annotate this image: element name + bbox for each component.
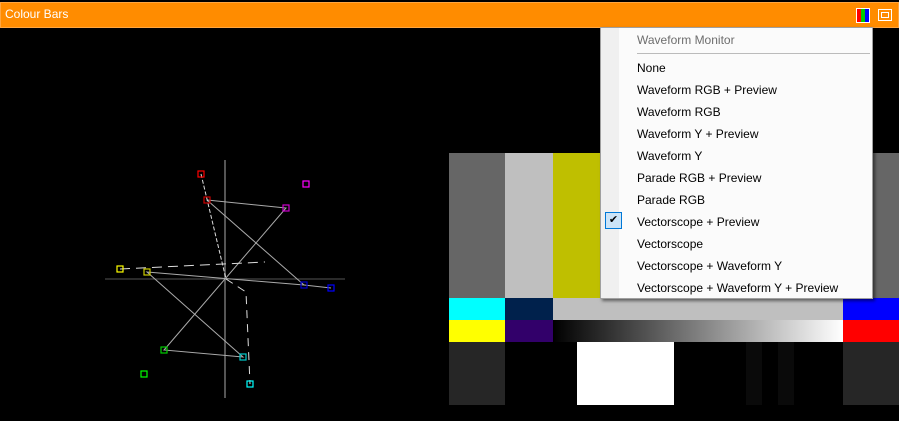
- row3-purple: [505, 320, 553, 342]
- menu-item-parade-rgb[interactable]: Parade RGB: [637, 193, 706, 207]
- bar-grey: [449, 153, 505, 298]
- row3-yellow: [449, 320, 505, 342]
- row2-blue: [843, 298, 899, 320]
- pluge-2: [778, 342, 794, 405]
- vectorscope-trace: [119, 173, 332, 385]
- menu-item-none[interactable]: None: [637, 61, 666, 75]
- menu-separator: [637, 53, 870, 54]
- target-cyan: [239, 353, 247, 361]
- row2-cyan: [449, 298, 505, 320]
- target-green-outer: [140, 370, 148, 378]
- menu-item-waveform-rgb-preview[interactable]: Waveform RGB + Preview: [637, 83, 777, 97]
- target-red: [203, 196, 211, 204]
- target-cyan-outer: [246, 380, 254, 388]
- menu-item-waveform-y[interactable]: Waveform Y: [637, 149, 703, 163]
- window-mode-icon[interactable]: [878, 9, 892, 21]
- panel-title: Colour Bars: [5, 7, 69, 21]
- menu-item-vectorscope[interactable]: Vectorscope: [637, 237, 704, 251]
- row2-grey: [553, 298, 843, 320]
- bar-yellow: [553, 153, 601, 298]
- vectorscope: [105, 160, 345, 398]
- row4-darkgrey: [449, 342, 505, 405]
- target-blue-outer: [327, 284, 335, 292]
- menu-item-waveform-rgb[interactable]: Waveform RGB: [637, 105, 721, 119]
- menu-item-vectorscope-waveform-y[interactable]: Vectorscope + Waveform Y: [637, 259, 783, 273]
- waveform-monitor-menu: Waveform Monitor None Waveform RGB + Pre…: [600, 27, 873, 299]
- target-magenta-outer: [302, 180, 310, 188]
- row4-white: [577, 342, 674, 405]
- vectorscope-targets: [116, 170, 335, 388]
- target-magenta: [282, 204, 290, 212]
- rgb-channels-icon[interactable]: [856, 8, 870, 23]
- menu-item-waveform-y-preview[interactable]: Waveform Y + Preview: [637, 127, 759, 141]
- row3-ramp: [553, 320, 843, 342]
- target-blue: [300, 281, 308, 289]
- menu-item-parade-rgb-preview[interactable]: Parade RGB + Preview: [637, 171, 762, 185]
- bar-white: [505, 153, 553, 298]
- menu-item-vectorscope-preview[interactable]: Vectorscope + Preview: [637, 215, 760, 229]
- target-yellow: [143, 268, 151, 276]
- target-green: [160, 346, 168, 354]
- target-yellow-outer: [116, 265, 124, 273]
- row4-darkgrey-right: [843, 342, 899, 405]
- menu-title: Waveform Monitor: [637, 33, 735, 47]
- target-red-outer: [197, 170, 205, 178]
- menu-gutter: [601, 28, 619, 298]
- checkmark-icon: ✔: [605, 212, 622, 229]
- panel-titlebar: Colour Bars: [0, 2, 899, 28]
- row3-red: [843, 320, 899, 342]
- menu-item-vectorscope-waveform-y-preview[interactable]: Vectorscope + Waveform Y + Preview: [637, 281, 839, 295]
- pluge-1: [746, 342, 762, 405]
- row2-navy: [505, 298, 553, 320]
